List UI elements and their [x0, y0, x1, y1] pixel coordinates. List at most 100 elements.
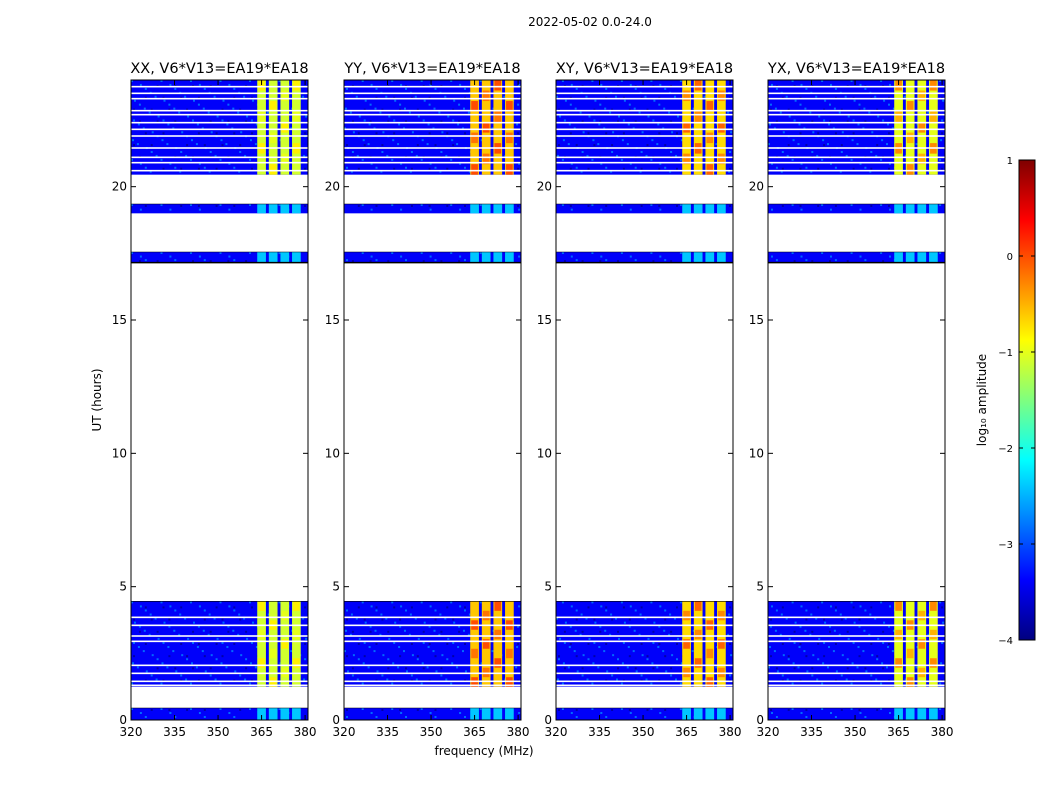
- y-tick-label: 20: [112, 180, 127, 194]
- rfi-band: [929, 708, 938, 720]
- flag-line: [556, 161, 733, 164]
- rfi-band: [493, 601, 503, 687]
- rfi-band: [682, 252, 691, 263]
- colorbar-tick-label: 0: [1007, 252, 1013, 263]
- flag-line: [344, 684, 521, 687]
- panel-frame: [343, 79, 522, 721]
- flag-line: [344, 97, 521, 100]
- flag-line: [131, 169, 308, 172]
- rfi-band: [505, 252, 514, 263]
- rfi-band: [481, 252, 491, 263]
- flag-line: [768, 121, 945, 124]
- panel-image: [344, 80, 521, 720]
- y-tick-label: 5: [756, 580, 764, 594]
- y-tick-label: 10: [537, 446, 552, 460]
- flag-line: [556, 672, 733, 675]
- y-tick-label: 10: [112, 446, 127, 460]
- x-tick-label: 320: [545, 725, 568, 739]
- data-segment: [344, 80, 521, 175]
- flag-line: [768, 147, 945, 149]
- flag-line: [768, 624, 945, 627]
- x-tick-label: 350: [207, 725, 230, 739]
- x-axis-label: frequency (MHz): [434, 744, 533, 758]
- y-tick-label: 0: [332, 713, 340, 727]
- flag-line: [556, 616, 733, 619]
- panel-frame: [130, 79, 309, 721]
- rfi-band: [493, 204, 503, 214]
- flag-line: [768, 635, 945, 637]
- rfi-band: [493, 708, 503, 720]
- data-segment: [344, 204, 521, 214]
- flag-line: [131, 113, 308, 116]
- rfi-band: [917, 252, 927, 263]
- flag-line: [556, 624, 733, 627]
- data-segment: [556, 204, 733, 214]
- flag-line: [556, 635, 733, 637]
- rfi-band: [470, 708, 479, 720]
- panel-image: [556, 80, 733, 720]
- y-tick-label: 15: [112, 313, 127, 327]
- rfi-band: [929, 601, 938, 687]
- rfi-band: [717, 204, 726, 214]
- flag-line: [131, 92, 308, 95]
- rfi-band: [894, 204, 903, 214]
- flag-line: [768, 113, 945, 116]
- rfi-band: [705, 252, 715, 263]
- y-tick-label: 15: [749, 313, 764, 327]
- data-segment: [556, 252, 733, 263]
- x-tick-label: 320: [333, 725, 356, 739]
- rfi-band: [280, 708, 290, 720]
- panel-image: [768, 80, 945, 720]
- y-tick-label: 0: [119, 713, 127, 727]
- flag-line: [556, 113, 733, 116]
- colorbar-tick-label: −2: [998, 444, 1013, 455]
- rfi-band: [705, 708, 715, 720]
- flag-line: [344, 680, 521, 683]
- x-tick-label: 365: [250, 725, 273, 739]
- panel-title: XY, V6*V13=EA19*EA18: [556, 61, 733, 77]
- rfi-band: [470, 601, 479, 687]
- rfi-band: [894, 252, 903, 263]
- colorbar-tick-label: −4: [998, 636, 1013, 647]
- flag-line: [556, 97, 733, 100]
- data-segment: [768, 80, 945, 175]
- y-tick-label: 20: [537, 180, 552, 194]
- flag-line: [556, 684, 733, 687]
- x-tick-label: 335: [588, 725, 611, 739]
- flag-line: [344, 624, 521, 627]
- x-tick-label: 350: [632, 725, 655, 739]
- rfi-band: [905, 708, 915, 720]
- flag-line: [131, 616, 308, 619]
- colorbar-tick-label: 1: [1007, 156, 1013, 167]
- flag-line: [131, 672, 308, 675]
- data-segment: [768, 252, 945, 263]
- rfi-band: [257, 80, 266, 175]
- x-tick-label: 335: [376, 725, 399, 739]
- rfi-band: [682, 204, 691, 214]
- flag-line: [768, 156, 945, 159]
- rfi-band: [481, 204, 491, 214]
- panel-2: YY, V6*V13=EA19*EA18 320 335 350 365 380 0 5 10 1…: [325, 61, 530, 739]
- data-segment: [131, 601, 308, 687]
- flag-line: [556, 85, 733, 88]
- rfi-band: [917, 708, 927, 720]
- flag-line: [131, 109, 308, 112]
- rfi-band: [693, 252, 703, 263]
- data-segment: [131, 204, 308, 214]
- flag-line: [344, 92, 521, 95]
- flag-line: [556, 135, 733, 137]
- figure-title: 2022-05-02 0.0-24.0: [528, 15, 652, 29]
- panel-frame: [767, 79, 946, 721]
- colorbar-label: log₁₀ amplitude: [975, 354, 989, 446]
- x-tick-label: 380: [507, 725, 530, 739]
- flag-line: [344, 135, 521, 137]
- flag-line: [131, 624, 308, 627]
- data-segment: [556, 601, 733, 687]
- flag-line: [556, 128, 733, 131]
- y-tick-label: 0: [544, 713, 552, 727]
- rfi-band: [929, 252, 938, 263]
- panel-title: YX, V6*V13=EA19*EA18: [767, 61, 945, 77]
- rfi-band: [292, 204, 301, 214]
- panel-title: YY, V6*V13=EA19*EA18: [343, 61, 520, 77]
- rfi-band: [268, 80, 278, 175]
